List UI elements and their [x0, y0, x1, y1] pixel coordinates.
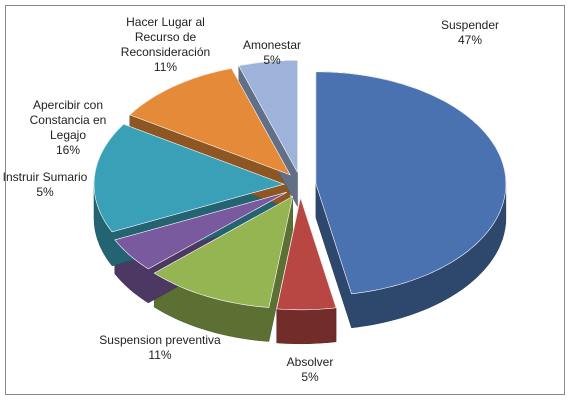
value-label: 47%: [457, 33, 483, 47]
slice: [238, 60, 298, 173]
slice: [276, 196, 337, 311]
data-label: Hacer Lugar al Recurso de Reconsideració…: [108, 15, 223, 75]
category-name: Amonestar: [242, 38, 302, 52]
category-name: Suspension preventiva: [99, 333, 221, 347]
slice: [93, 123, 285, 233]
slice: [129, 68, 291, 176]
data-label: Instruir Sumario 5%: [0, 170, 110, 200]
data-label: Suspender 47%: [405, 18, 535, 48]
data-label: Absolver 5%: [245, 355, 375, 385]
slice: [153, 195, 294, 308]
value-label: 11%: [153, 60, 178, 74]
slice: [315, 71, 507, 295]
value-label: 16%: [55, 143, 81, 157]
category-name: Absolver: [286, 355, 334, 369]
category-name: Hacer Lugar al Recurso de Reconsideració…: [120, 15, 211, 59]
data-label: Amonestar 5%: [207, 38, 337, 68]
chart-frame: [5, 5, 565, 395]
category-name: Instruir Sumario: [2, 170, 88, 184]
value-label: 5%: [301, 370, 319, 384]
data-label: Suspension preventiva 11%: [95, 333, 225, 363]
value-label: 5%: [36, 185, 54, 199]
value-label: 5%: [263, 53, 281, 67]
category-name: Apercibir con Constancia en Legajo: [29, 98, 107, 142]
value-label: 11%: [148, 348, 172, 362]
slice: [114, 191, 287, 270]
data-label: Apercibir con Constancia en Legajo 16%: [18, 98, 118, 158]
category-name: Suspender: [440, 18, 500, 32]
